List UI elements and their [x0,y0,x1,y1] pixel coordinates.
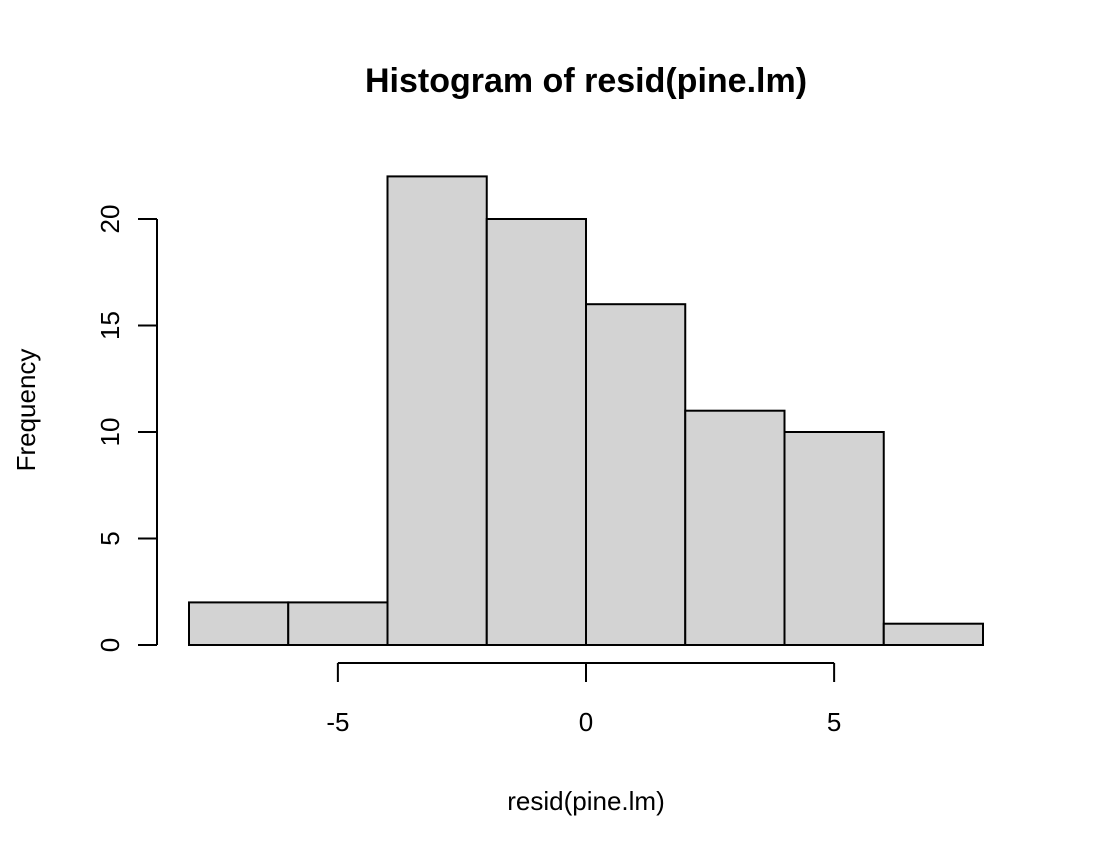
histogram-bar-8 [882,622,984,647]
x-tick-label: 5 [827,707,841,737]
y-tick-label: 0 [95,638,125,652]
histogram-bar-4 [485,218,587,646]
histogram-bar-1 [188,601,290,647]
x-axis-label: resid(pine.lm) [507,786,665,816]
bars-group [188,175,984,647]
x-tick-label: 0 [579,707,593,737]
y-tick-label: 5 [95,531,125,545]
histogram-bar-3 [386,175,488,646]
y-tick-label: 10 [95,418,125,447]
y-axis-label: Frequency [11,349,41,472]
y-tick-label: 15 [95,311,125,340]
x-axis: -5 0 5 [326,662,841,737]
histogram-bar-6 [684,409,786,647]
x-tick-label: -5 [326,707,349,737]
chart-title: Histogram of resid(pine.lm) [365,62,807,100]
histogram-bar-2 [287,601,389,647]
histogram-bar-7 [783,431,885,646]
y-axis: 0 5 10 15 20 [95,205,158,652]
histogram-bar-5 [585,303,687,646]
y-tick-label: 20 [95,205,125,234]
